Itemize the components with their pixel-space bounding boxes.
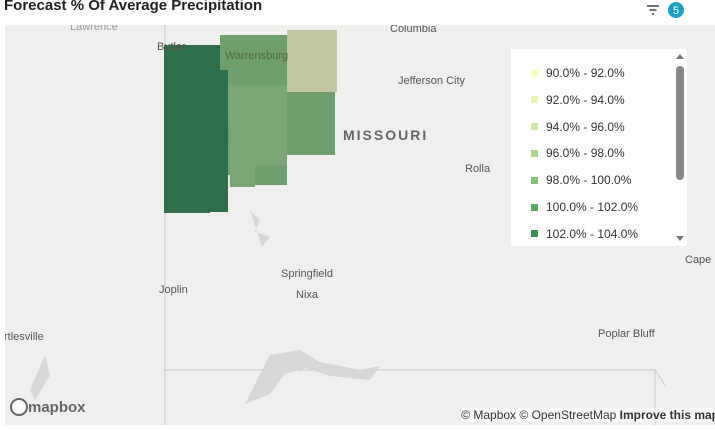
legend-swatch (531, 123, 538, 131)
lake (250, 210, 270, 247)
legend-swatch (531, 69, 538, 77)
filter-count: 5 (673, 5, 679, 17)
place-label: MISSOURI (343, 127, 429, 143)
place-label: Rolla (465, 163, 491, 175)
legend-swatch (531, 203, 538, 211)
legend-item: 96.0% - 98.0% (531, 146, 625, 160)
attribution-link[interactable]: © OpenStreetMap (519, 408, 617, 422)
legend-label: 98.0% - 100.0% (546, 173, 632, 188)
lake (245, 350, 380, 404)
legend-scrollbar[interactable] (674, 53, 686, 243)
legend-item: 102.0% - 104.0% (531, 227, 638, 241)
attribution-link[interactable]: © Mapbox (461, 408, 517, 422)
legend-item: 94.0% - 96.0% (531, 120, 625, 134)
county (287, 30, 337, 92)
legend-item: 90.0% - 92.0% (531, 66, 625, 80)
place-label: Cape (685, 254, 712, 266)
county (164, 45, 228, 213)
legend-label: 96.0% - 98.0% (546, 146, 625, 161)
filter-badge (668, 2, 684, 18)
legend-item: 92.0% - 94.0% (531, 93, 625, 107)
place-label: Columbia (390, 25, 437, 35)
filter-button[interactable]: 5 (645, 2, 685, 20)
place-label: Butler (157, 41, 186, 53)
legend: 90.0% - 92.0% 92.0% - 94.0% 94.0% - 96.0% 9… (511, 49, 687, 246)
state-border (654, 369, 666, 386)
legend-item: 98.0% - 100.0% (531, 173, 631, 187)
map-layer (30, 25, 666, 425)
filter-icon (647, 5, 659, 15)
place-label: rtlesville (5, 331, 44, 343)
place-label: Jefferson City (398, 75, 466, 87)
legend-label: 92.0% - 94.0% (546, 92, 625, 107)
legend-swatch (531, 96, 538, 104)
place-label: Joplin (159, 284, 188, 296)
legend-label: 94.0% - 96.0% (546, 119, 625, 134)
legend-swatch (531, 149, 538, 157)
legend-swatch (531, 176, 538, 184)
lake (30, 355, 50, 400)
legend-label: 90.0% - 92.0% (546, 66, 625, 80)
place-label: Nixa (296, 289, 319, 301)
place-label: Warrensburg (225, 50, 289, 62)
logo-text: mapbox (28, 398, 86, 416)
panel-title: Forecast % Of Average Precipitation (4, 0, 263, 14)
improve-link[interactable]: Improve this map (619, 408, 715, 422)
place-label: Poplar Bluff (598, 328, 655, 340)
attribution: © Mapbox © OpenStreetMap Improve this ma… (461, 408, 715, 422)
county (228, 85, 287, 187)
legend-label: 100.0% - 102.0% (546, 200, 639, 214)
place-label: Springfield (281, 268, 333, 280)
legend-label: 102.0% - 104.0% (546, 226, 639, 241)
mapbox-logo[interactable]: mapbox (10, 398, 86, 416)
legend-swatch (531, 230, 538, 238)
county-layer (164, 30, 337, 213)
legend-item: 100.0% - 102.0% (531, 200, 638, 214)
place-label: Lawrence (70, 25, 118, 33)
logo-icon (10, 398, 28, 416)
